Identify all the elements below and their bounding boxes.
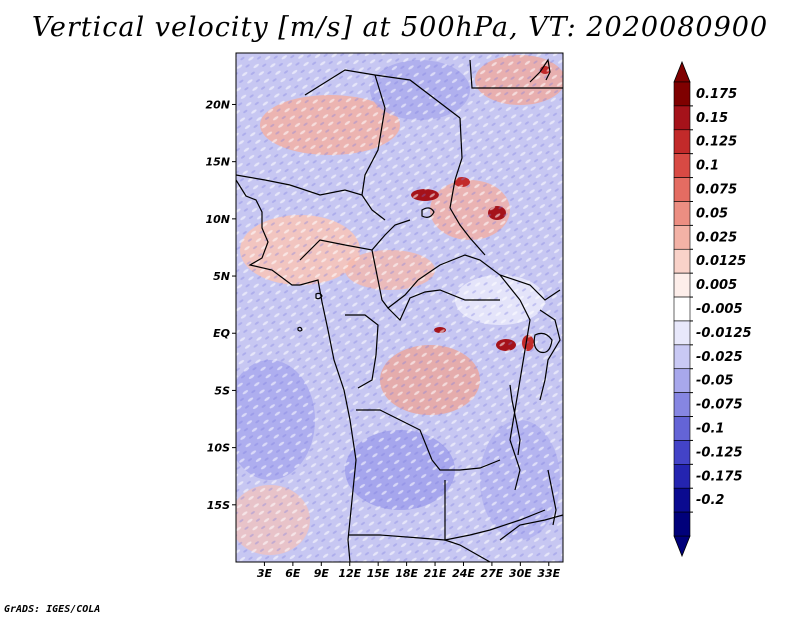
border-sahel (236, 174, 386, 221)
border-zambia (444, 480, 546, 541)
coastline-east-lakes (539, 309, 561, 401)
colorbar-swatch (673, 320, 691, 346)
x-axis: 3E 6E 9E 12E 15E 18E 21E 24E 27E 30E 33E (257, 562, 561, 580)
colorbar-swatch (673, 416, 691, 441)
map-frame (235, 52, 564, 563)
colorbar-swatch (673, 272, 691, 298)
x-tick-label: 30E (509, 567, 532, 580)
colorbar-swatch (673, 535, 691, 558)
x-tick-label: 18E (395, 567, 418, 580)
island-bioko (315, 292, 323, 300)
border-car (417, 254, 521, 301)
colorbar-swatch (673, 511, 691, 537)
y-axis: 20N 15N 10N 5N EQ 5S 10S 15S (205, 98, 236, 512)
colorbar-swatch (673, 105, 691, 131)
footer-credit: GrADS: IGES/COLA (4, 604, 101, 615)
y-tick-label: EQ (213, 327, 230, 340)
colorbar-swatch (673, 368, 691, 393)
y-tick-label: 15S (207, 499, 230, 512)
colorbar-label: -0.2 (696, 493, 724, 508)
x-tick-label: 12E (338, 567, 361, 580)
colorbar-label: 0.005 (696, 278, 737, 293)
colorbar-swatch (673, 201, 691, 226)
x-tick-label: 21E (424, 567, 447, 580)
colorbar-swatch (673, 60, 691, 83)
colorbar-swatch (673, 344, 691, 370)
map-title: Vertical velocity [m/s] at 500hPa, VT: 2… (31, 12, 769, 43)
colorbar-label: -0.0125 (696, 326, 752, 341)
colorbar-label: -0.125 (696, 445, 743, 460)
colorbar-swatch (673, 81, 691, 107)
colorbar-swatch (673, 177, 691, 202)
border-angola (356, 409, 501, 471)
colorbar-label: 0.0125 (696, 254, 746, 269)
colorbar-label: -0.025 (696, 350, 743, 365)
lake-chad (421, 207, 435, 218)
lake-malawi (547, 469, 557, 526)
colorbar-label: -0.1 (696, 421, 724, 436)
colorbar-swatch (673, 392, 691, 417)
colorbar-swatch (673, 296, 691, 322)
colorbar-swatch (673, 440, 691, 465)
colorbar-label: 0.075 (696, 183, 737, 198)
x-tick-label: 6E (285, 567, 301, 580)
field-layer (236, 53, 563, 562)
y-tick-label: 20N (205, 98, 230, 111)
coast-northeast (529, 58, 551, 83)
colorbar-label: 0.15 (696, 111, 728, 126)
colorbar-label: 0.025 (696, 230, 737, 245)
colorbar-swatch (673, 153, 691, 178)
colorbar-label: 0.175 (696, 87, 737, 102)
border-congo (345, 314, 379, 389)
border-drc-east (509, 299, 531, 491)
border-sudan-east (469, 59, 563, 89)
x-tick-label: 9E (314, 567, 330, 580)
y-tick-label: 10N (205, 213, 230, 226)
island-sao-tome (297, 326, 303, 332)
y-tick-label: 5N (213, 270, 230, 283)
border-mali-niger (361, 74, 386, 196)
colorbar-label: -0.075 (696, 398, 743, 413)
colorbar: 0.175 0.15 0.125 0.1 0.075 0.05 0.025 0.0125 0.0… (673, 60, 752, 558)
x-ticks: 3E 6E 9E 12E 15E 18E 21E 24E 27E 30E 33E (257, 562, 561, 580)
x-tick-label: 24E (452, 567, 475, 580)
colorbar-label: 0.05 (696, 206, 728, 221)
y-tick-label: 5S (214, 384, 230, 397)
lake-victoria (533, 332, 553, 354)
x-tick-label: 15E (367, 567, 390, 580)
border-niger-chad (449, 117, 463, 209)
y-tick-label: 10S (207, 442, 230, 455)
border-drc-north (387, 289, 500, 322)
border-namibia-botswana (444, 539, 491, 562)
coastline-west-africa (236, 179, 300, 286)
border-cameroon (371, 249, 419, 309)
y-tick-label: 15N (205, 156, 230, 169)
colorbar-label: -0.005 (696, 302, 743, 317)
colorbar-label: 0.1 (696, 159, 719, 174)
x-tick-label: 3E (257, 567, 273, 580)
colorbar-swatch (673, 225, 691, 250)
colorbar-swatch (673, 487, 691, 513)
colorbar-label: -0.05 (696, 374, 733, 389)
border-chad-sudan (449, 207, 486, 256)
field-texture (236, 53, 563, 562)
y-ticks: 20N 15N 10N 5N EQ 5S 10S 15S (205, 98, 236, 512)
lake-tanganyika (509, 384, 521, 456)
border-south-sudan (499, 274, 561, 301)
boundaries (236, 58, 563, 562)
colorbar-swatch (673, 248, 691, 274)
border-angola-south (348, 534, 446, 541)
colorbar-swatch (673, 464, 691, 489)
x-tick-label: 33E (537, 567, 560, 580)
x-tick-label: 27E (480, 567, 503, 580)
colorbar-label: -0.175 (696, 469, 743, 484)
colorbar-swatch (673, 129, 691, 154)
colorbar-label: 0.125 (696, 135, 737, 150)
